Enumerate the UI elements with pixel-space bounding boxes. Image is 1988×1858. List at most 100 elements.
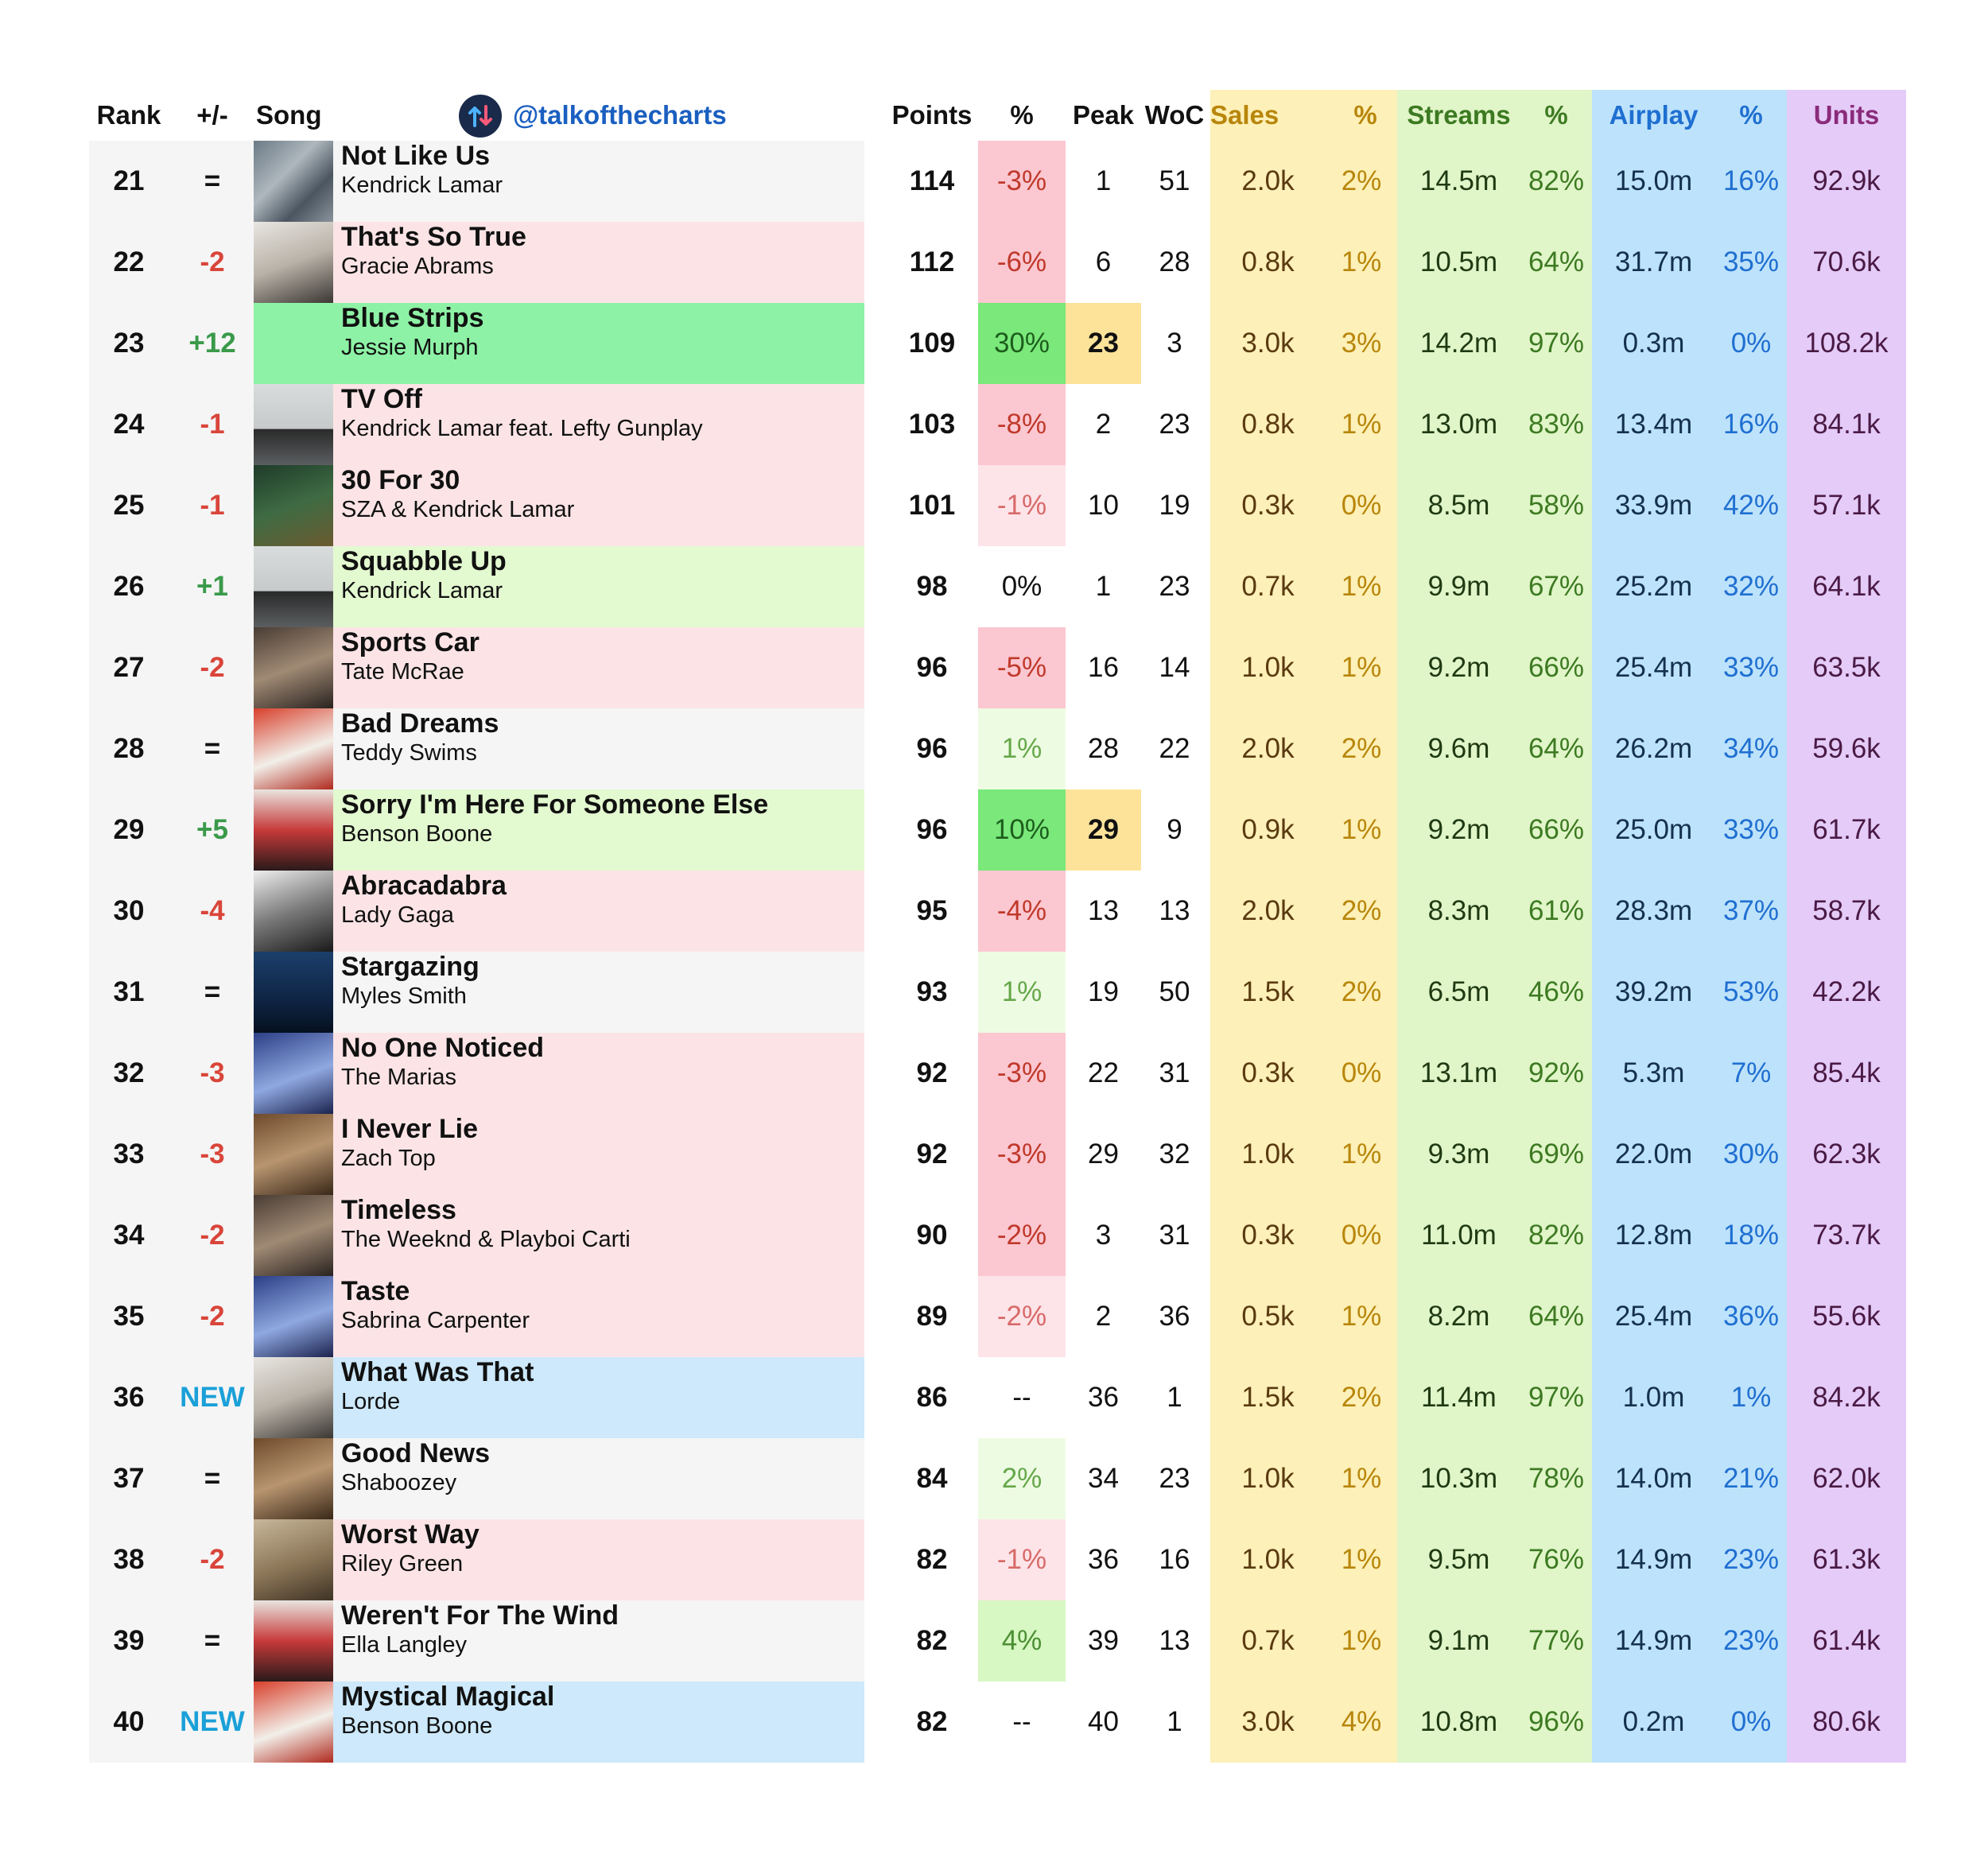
- points-pct-cell: -8%: [978, 384, 1066, 465]
- row-rank-background: [89, 1114, 254, 1195]
- sales-cell: 0.5k: [1241, 1301, 1295, 1332]
- header-units: Units: [1787, 90, 1906, 141]
- row-rank-background: [89, 1682, 254, 1763]
- row-rank-background: [89, 141, 254, 222]
- chart-row[interactable]: 38 -2 Worst Way Riley Green 82 -1% 36 16 1.0k 1% 9…: [89, 1519, 1906, 1600]
- row-stats-background: [864, 546, 1210, 627]
- song-title: Mystical Magical: [341, 1682, 555, 1712]
- chart-row[interactable]: 37 = Good News Shaboozey 84 2% 34 23 1.0k 1% 10.3m…: [89, 1438, 1906, 1519]
- airplay-pct-cell: 23%: [1722, 1625, 1780, 1656]
- song-cell[interactable]: What Was That Lorde: [333, 1357, 864, 1438]
- rank-cell: 26: [113, 571, 145, 602]
- chart-row[interactable]: 32 -3 No One Noticed The Marias 92 -3% 22 31 0.3…: [89, 1033, 1906, 1114]
- album-cover-image: [254, 546, 333, 627]
- song-cell[interactable]: Abracadabra Lady Gaga: [333, 871, 864, 952]
- rank-cell: 38: [113, 1544, 145, 1575]
- units-cell: 61.4k: [1812, 1625, 1881, 1656]
- talkofthecharts-handle[interactable]: @talkofthecharts: [513, 100, 727, 130]
- chart-row[interactable]: 36 NEW What Was That Lorde 86 -- 36 1 1.5k 2% 11.4…: [89, 1357, 1906, 1438]
- chart-row[interactable]: 35 -2 Taste Sabrina Carpenter 89 -2% 2 36 0.5k 1%…: [89, 1276, 1906, 1357]
- chart-row[interactable]: 24 -1 TV Off Kendrick Lamar feat. Lefty Gun…: [89, 384, 1906, 465]
- chart-row[interactable]: 28 = Bad Dreams Teddy Swims 96 1% 28 22 2.0k 2% 9.…: [89, 708, 1906, 789]
- sales-cell: 2.0k: [1241, 165, 1295, 196]
- chart-row[interactable]: 39 = Weren't For The Wind Ella Langley 82 4% 3…: [89, 1600, 1906, 1682]
- song-cell[interactable]: Weren't For The Wind Ella Langley: [333, 1600, 864, 1682]
- row-rank-background: [89, 1033, 254, 1114]
- row-stats-background: [864, 1357, 1210, 1438]
- song-cell[interactable]: Sorry I'm Here For Someone Else Benson Bo…: [333, 789, 864, 871]
- album-cover-image: [254, 1519, 333, 1600]
- streams-pct-cell: 97%: [1528, 1382, 1585, 1413]
- header-song: Song: [256, 100, 322, 130]
- chart-row[interactable]: 26 +1 Squabble Up Kendrick Lamar 98 0% 1 23 0.7k…: [89, 546, 1906, 627]
- song-title: Timeless: [341, 1195, 456, 1225]
- song-cell[interactable]: Stargazing Myles Smith: [333, 952, 864, 1033]
- chart-row[interactable]: 23 +12 Blue Strips Jessie Murph 109 30% 23 3 3.0…: [89, 303, 1906, 384]
- song-cell[interactable]: Bad Dreams Teddy Swims: [333, 708, 864, 789]
- sales-pct-cell: 4%: [1341, 1706, 1382, 1737]
- header-woc: WoC: [1144, 100, 1205, 130]
- song-cell[interactable]: I Never Lie Zach Top: [333, 1114, 864, 1195]
- row-rank-background: [89, 222, 254, 303]
- album-cover-image: [254, 222, 333, 303]
- streams-column-background: [1397, 1357, 1592, 1438]
- rank-cell: 25: [113, 490, 145, 521]
- chart-row[interactable]: 29 +5 Sorry I'm Here For Someone Else Benso…: [89, 789, 1906, 871]
- chart-row[interactable]: 30 -4 Abracadabra Lady Gaga 95 -4% 13 13 2.0k 2% 8…: [89, 871, 1906, 952]
- song-cell[interactable]: TV Off Kendrick Lamar feat. Lefty Gunplay: [333, 384, 864, 465]
- airplay-pct-cell: 33%: [1722, 652, 1780, 683]
- airplay-cell: 39.2m: [1614, 976, 1693, 1007]
- streams-cell: 9.9m: [1427, 571, 1490, 602]
- song-cell[interactable]: 30 For 30 SZA & Kendrick Lamar: [333, 465, 864, 546]
- song-cell[interactable]: Worst Way Riley Green: [333, 1519, 864, 1600]
- chart-row[interactable]: 40 NEW Mystical Magical Benson Boone 82 -- 40 1…: [89, 1682, 1906, 1763]
- peak-cell: 2: [1095, 409, 1112, 440]
- song-cell[interactable]: Not Like Us Kendrick Lamar: [333, 141, 864, 222]
- sales-pct-cell: 2%: [1341, 165, 1382, 196]
- album-cover-image: [254, 1357, 333, 1438]
- song-cell[interactable]: Timeless The Weeknd & Playboi Carti: [333, 1195, 864, 1276]
- song-cell[interactable]: Mystical Magical Benson Boone: [333, 1682, 864, 1763]
- song-cell[interactable]: Good News Shaboozey: [333, 1438, 864, 1519]
- chart-row[interactable]: 21 = Not Like Us Kendrick Lamar 114 -3% 1 51 2.0…: [89, 141, 1906, 222]
- song-cell[interactable]: No One Noticed The Marias: [333, 1033, 864, 1114]
- chart-row[interactable]: 33 -3 I Never Lie Zach Top 92 -3% 29 32 1.0k 1% 9.…: [89, 1114, 1906, 1195]
- sales-cell: 1.0k: [1241, 1544, 1295, 1575]
- woc-cell: 31: [1159, 1057, 1190, 1088]
- streams-column-background: [1397, 1438, 1592, 1519]
- chart-row[interactable]: 31 = Stargazing Myles Smith 93 1% 19 50 1.5k 2% 6.…: [89, 952, 1906, 1033]
- change-cell: -1: [200, 490, 225, 521]
- sales-cell: 0.9k: [1241, 814, 1295, 845]
- units-cell: 61.3k: [1812, 1544, 1881, 1575]
- chart-row[interactable]: 22 -2 That's So True Gracie Abrams 112 -6% 6 28…: [89, 222, 1906, 303]
- song-cell[interactable]: Sports Car Tate McRae: [333, 627, 864, 708]
- peak-cell: 1: [1095, 571, 1112, 602]
- streams-cell: 13.1m: [1419, 1057, 1498, 1088]
- song-cell[interactable]: Taste Sabrina Carpenter: [333, 1276, 864, 1357]
- change-cell: -3: [200, 1138, 225, 1169]
- units-column-background: [1787, 546, 1906, 627]
- chart-row[interactable]: 25 -1 30 For 30 SZA & Kendrick Lamar 101 -1% 1…: [89, 465, 1906, 546]
- change-cell: NEW: [180, 1706, 245, 1737]
- sales-cell: 0.3k: [1241, 490, 1295, 521]
- sales-pct-cell: 1%: [1341, 409, 1382, 440]
- song-cell[interactable]: That's So True Gracie Abrams: [333, 222, 864, 303]
- song-artist: Zach Top: [341, 1146, 436, 1171]
- song-artist: Gracie Abrams: [341, 254, 494, 279]
- sales-column-background: [1210, 952, 1397, 1033]
- units-cell: 61.7k: [1812, 814, 1881, 845]
- chart-table: Rank +/- Song @talkofthecharts Points % …: [89, 90, 1906, 1763]
- woc-cell: 50: [1159, 976, 1190, 1007]
- peak-cell: 29: [1088, 1138, 1119, 1169]
- chart-row[interactable]: 34 -2 Timeless The Weeknd & Playboi Carti 90…: [89, 1195, 1906, 1276]
- streams-pct-cell: 82%: [1528, 1220, 1585, 1251]
- album-cover-image: [254, 1195, 333, 1276]
- woc-cell: 23: [1159, 571, 1190, 602]
- airplay-pct-cell: 21%: [1722, 1463, 1780, 1494]
- song-cell[interactable]: Squabble Up Kendrick Lamar: [333, 546, 864, 627]
- units-cell: 62.3k: [1812, 1138, 1881, 1169]
- sales-column-background: [1210, 1195, 1397, 1276]
- woc-cell: 3: [1167, 328, 1182, 359]
- chart-row[interactable]: 27 -2 Sports Car Tate McRae 96 -5% 16 14 1.0k 1% 9…: [89, 627, 1906, 708]
- song-cell[interactable]: Blue Strips Jessie Murph: [333, 303, 864, 384]
